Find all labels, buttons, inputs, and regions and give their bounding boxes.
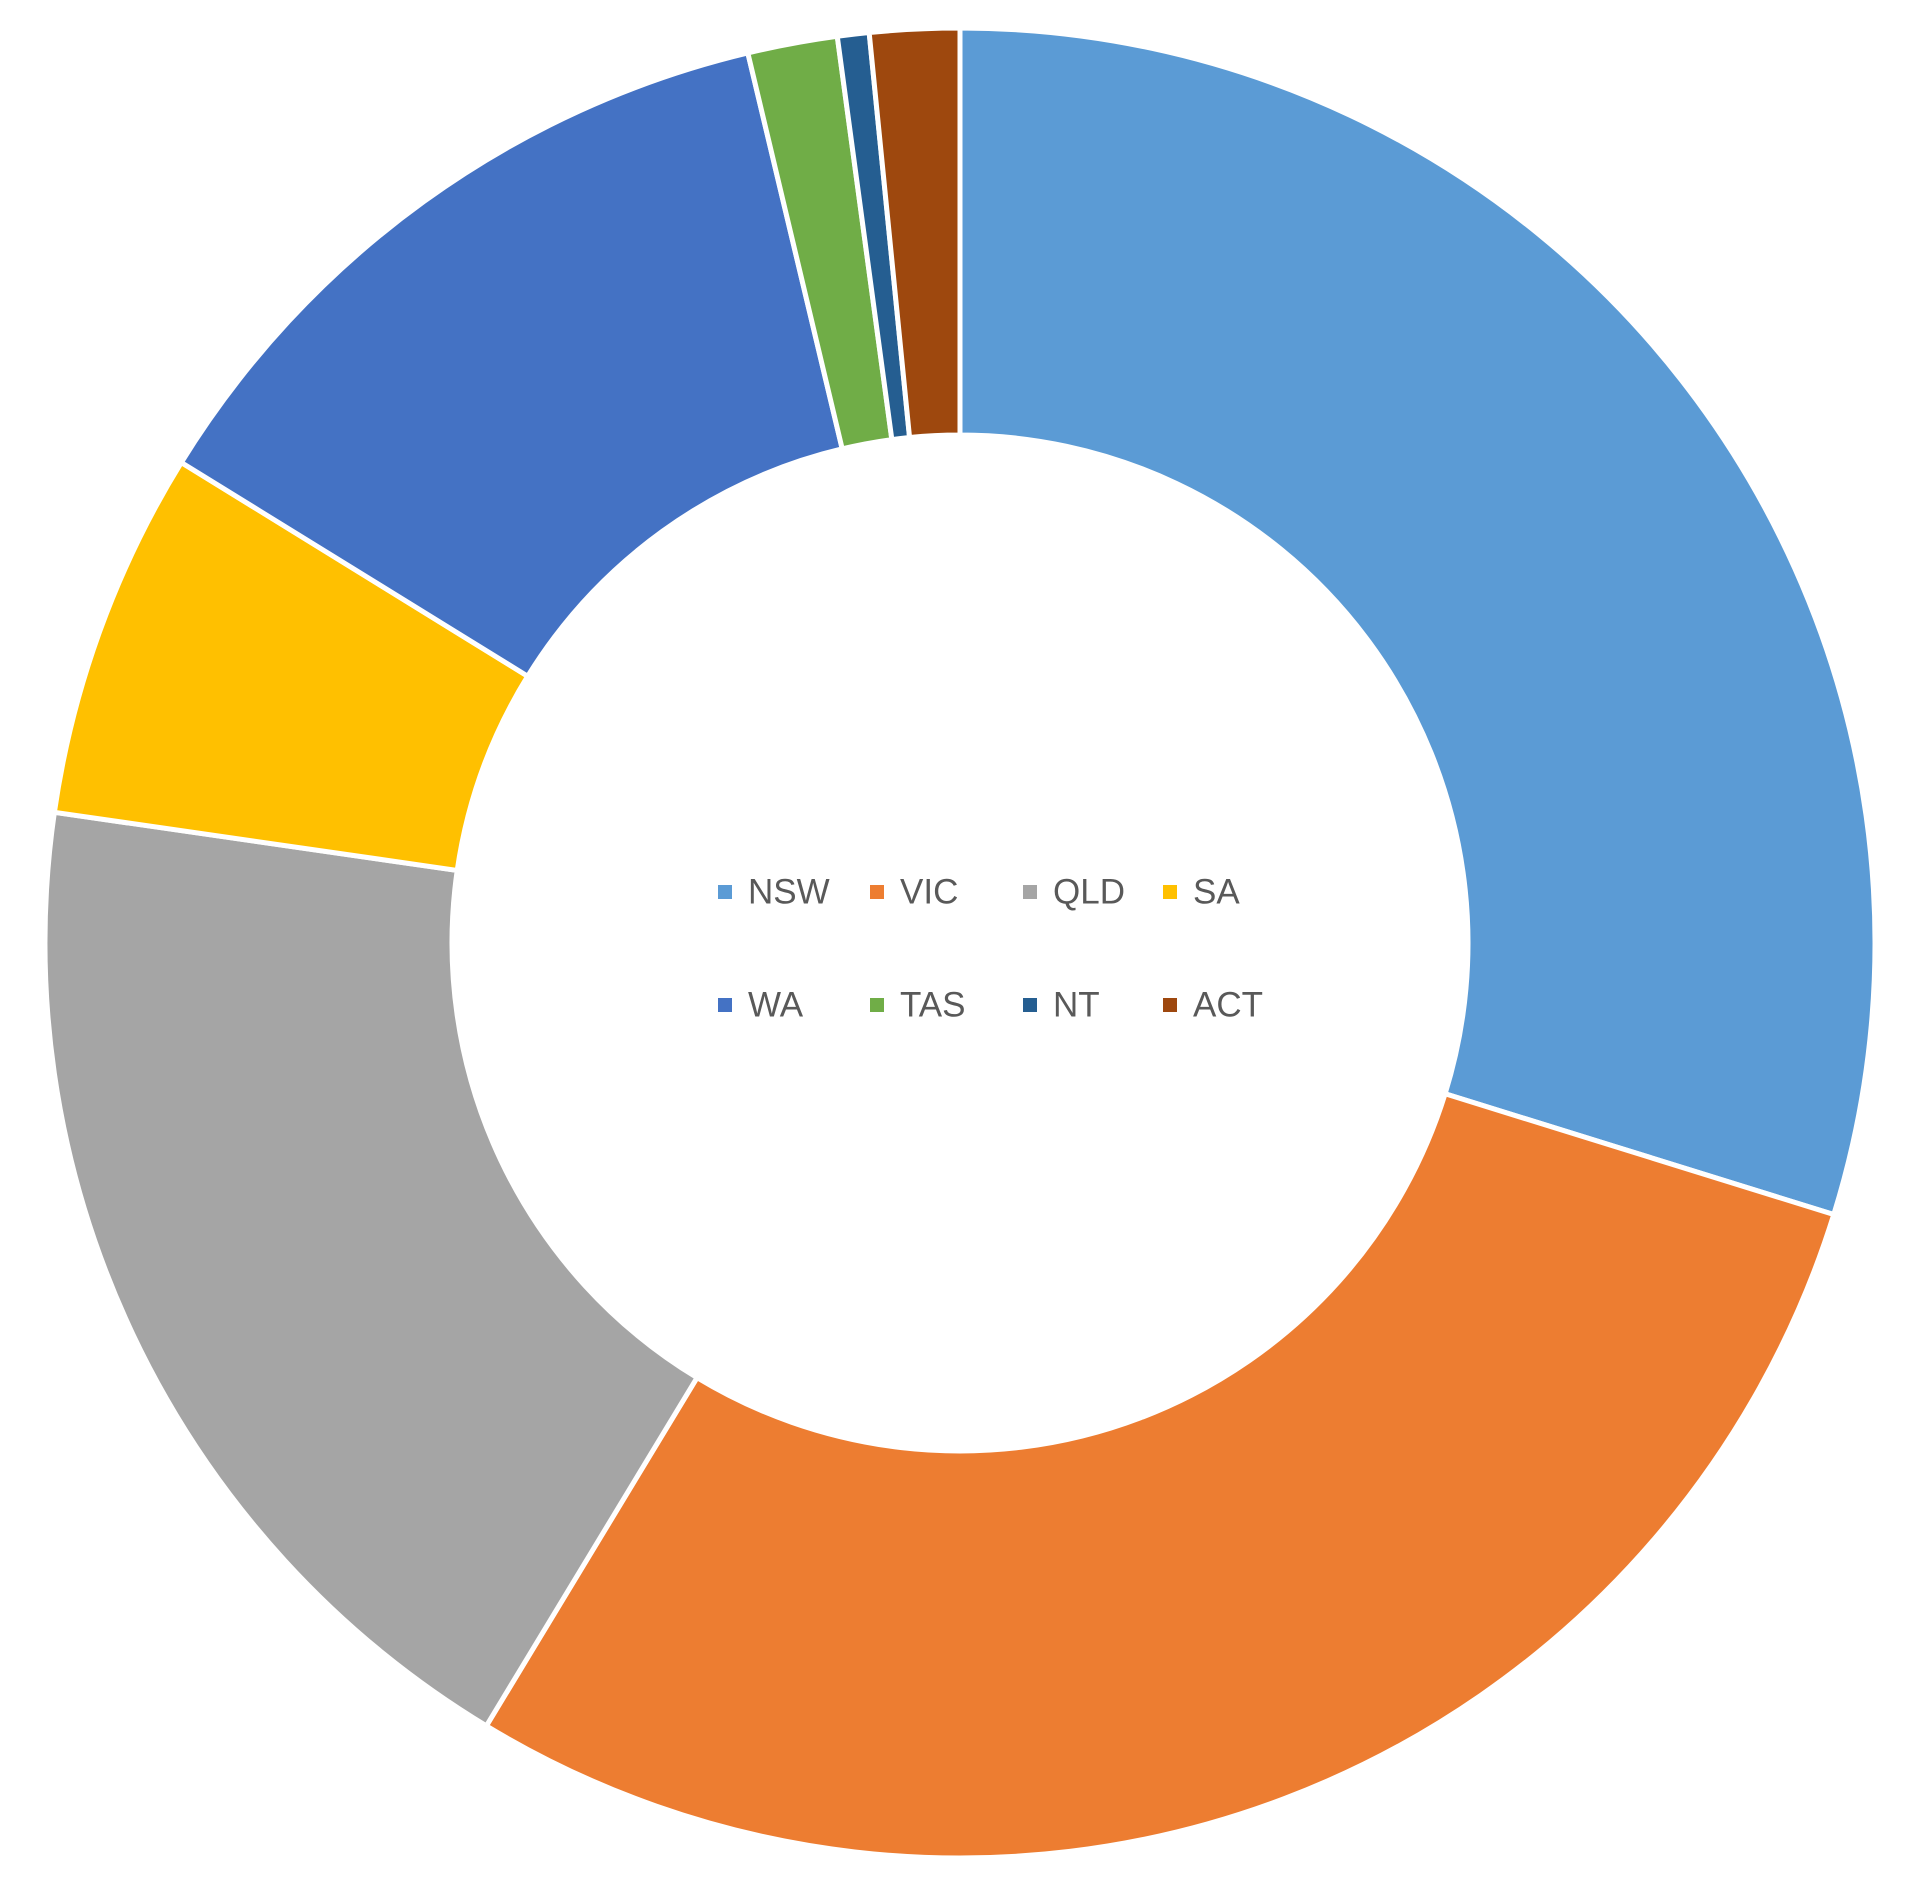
legend-swatch-qld <box>1023 885 1037 899</box>
slice-act <box>866 25 963 441</box>
chart-legend: NSW VIC QLD SA WA TAS NT ACT <box>718 873 1263 1025</box>
legend-swatch-wa <box>718 998 732 1012</box>
legend-item-wa: WA <box>718 986 804 1025</box>
slice-wa <box>177 49 846 680</box>
legend-label-qld: QLD <box>1053 873 1125 912</box>
legend-label-sa: SA <box>1193 873 1240 912</box>
legend-item-tas: TAS <box>870 986 965 1025</box>
legend-item-qld: QLD <box>1023 873 1125 912</box>
legend-label-tas: TAS <box>900 986 965 1025</box>
legend-item-vic: VIC <box>870 873 958 912</box>
legend-swatch-nt <box>1023 998 1037 1012</box>
legend-label-vic: VIC <box>900 873 958 912</box>
legend-swatch-nsw <box>718 885 732 899</box>
legend-label-wa: WA <box>748 986 804 1025</box>
slice-nsw <box>957 25 1878 1218</box>
slice-vic <box>482 1090 1837 1861</box>
legend-swatch-act <box>1163 998 1177 1012</box>
legend-swatch-tas <box>870 998 884 1012</box>
legend-item-act: ACT <box>1163 986 1263 1025</box>
doughnut-slices <box>42 25 1878 1861</box>
legend-item-nsw: NSW <box>718 873 830 912</box>
slice-qld <box>42 809 701 1730</box>
legend-label-act: ACT <box>1193 986 1263 1025</box>
legend-label-nt: NT <box>1053 986 1100 1025</box>
legend-item-nt: NT <box>1023 986 1100 1025</box>
legend-item-sa: SA <box>1163 873 1240 912</box>
legend-swatch-vic <box>870 885 884 899</box>
legend-swatch-sa <box>1163 885 1177 899</box>
legend-label-nsw: NSW <box>748 873 830 912</box>
